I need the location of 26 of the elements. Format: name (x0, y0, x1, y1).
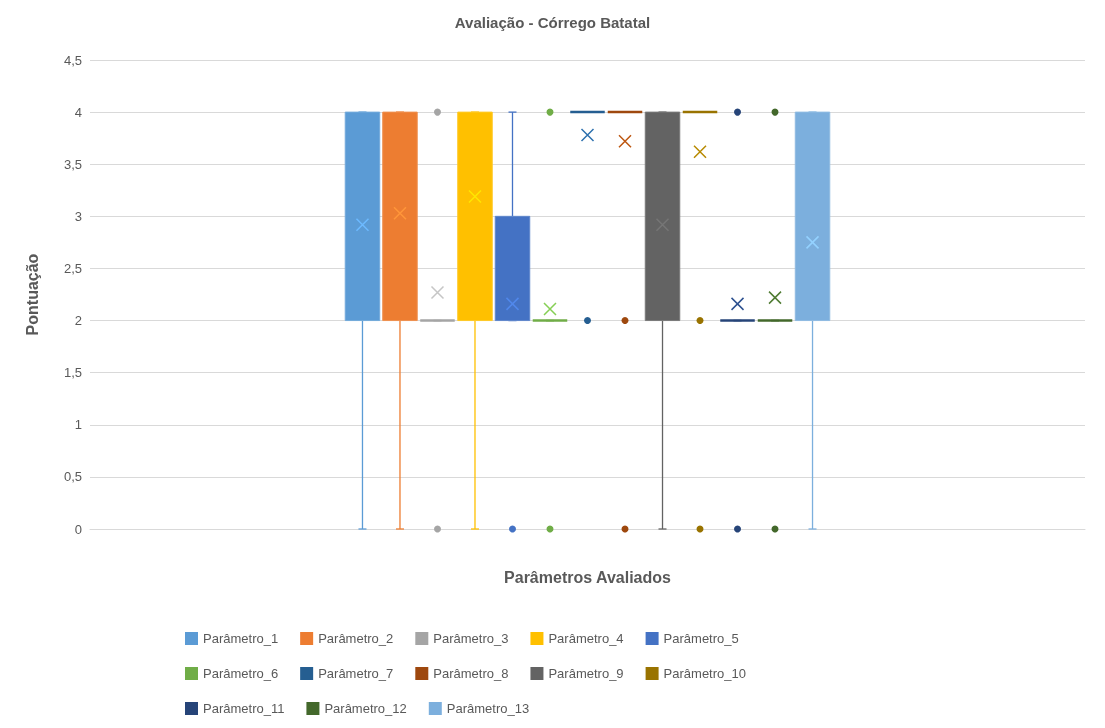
legend-label: Parâmetro_1 (203, 631, 279, 646)
y-tick-label: 0,5 (63, 469, 82, 485)
chart-title: Avaliação - Córrego Batatal (454, 14, 651, 31)
legend-label: Parâmetro_6 (203, 666, 279, 681)
y-axis-title: Pontuação (23, 253, 41, 336)
legend-label: Parâmetro_7 (318, 666, 394, 681)
y-tick-label: 0 (74, 521, 82, 537)
legend-label: Parâmetro_11 (203, 701, 285, 716)
legend-label: Parâmetro_5 (663, 631, 739, 646)
y-tick-label: 1,5 (63, 365, 82, 381)
legend-label: Parâmetro_3 (433, 631, 509, 646)
legend-label: Parâmetro_8 (433, 666, 509, 681)
legend-label: Parâmetro_12 (324, 701, 407, 716)
y-tick-label: 1 (74, 417, 82, 433)
legend-label: Parâmetro_10 (663, 666, 746, 681)
legend-label: Parâmetro_2 (318, 631, 394, 646)
y-tick-label: 2 (74, 313, 82, 329)
legend-label: Parâmetro_13 (446, 701, 530, 716)
y-tick-label: 2,5 (63, 260, 82, 276)
y-tick-label: 4,5 (63, 52, 82, 68)
y-tick-label: 3 (74, 208, 82, 224)
y-tick-label: 4 (74, 104, 82, 120)
x-axis-title: Parâmetros Avaliados (504, 568, 672, 586)
legend-label: Parâmetro_9 (548, 666, 624, 681)
legend-label: Parâmetro_4 (548, 631, 624, 646)
y-tick-label: 3,5 (63, 156, 82, 172)
